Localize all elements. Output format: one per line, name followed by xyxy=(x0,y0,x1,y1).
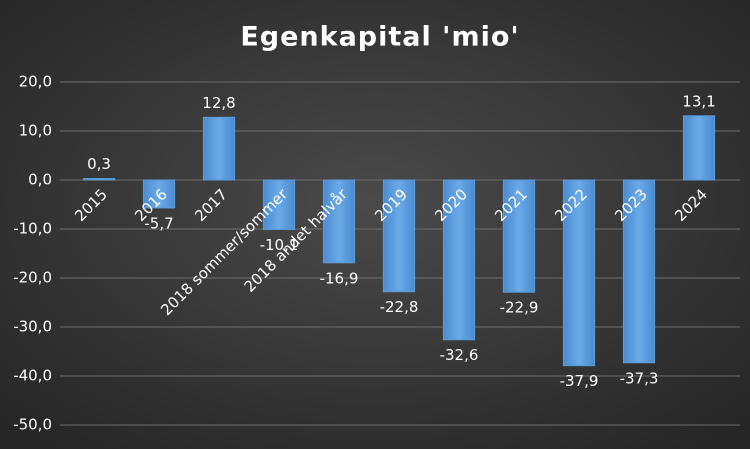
y-tick-label: -40,0 xyxy=(13,367,52,385)
bar xyxy=(262,179,296,230)
bar xyxy=(142,179,176,209)
value-label: -32,6 xyxy=(440,346,479,364)
value-label: 0,3 xyxy=(87,155,111,173)
value-label: -37,3 xyxy=(620,369,659,387)
y-tick-label: 10,0 xyxy=(19,122,52,140)
value-label: 12,8 xyxy=(202,94,235,112)
y-tick-label: -20,0 xyxy=(13,269,52,287)
y-tick-label: -30,0 xyxy=(13,318,52,336)
bar xyxy=(322,179,356,264)
bar xyxy=(202,116,236,181)
value-label: -10,1 xyxy=(260,236,299,254)
y-tick-label: 20,0 xyxy=(19,73,52,91)
y-tick-label: -50,0 xyxy=(13,416,52,434)
bar xyxy=(382,179,416,293)
value-label: -5,7 xyxy=(144,214,173,232)
y-tick-label: -10,0 xyxy=(13,220,52,238)
value-label: -16,9 xyxy=(320,269,359,287)
bar xyxy=(442,179,476,341)
y-tick-label: 0,0 xyxy=(28,171,52,189)
value-label: 13,1 xyxy=(682,92,715,110)
bar xyxy=(562,179,596,367)
value-label: -22,8 xyxy=(380,298,419,316)
bar xyxy=(502,179,536,293)
bar xyxy=(682,115,716,181)
value-label: -37,9 xyxy=(560,372,599,390)
bar xyxy=(82,178,116,181)
chart-title: Egenkapital 'mio' xyxy=(240,22,519,53)
bar xyxy=(622,179,656,364)
value-label: -22,9 xyxy=(500,299,539,317)
